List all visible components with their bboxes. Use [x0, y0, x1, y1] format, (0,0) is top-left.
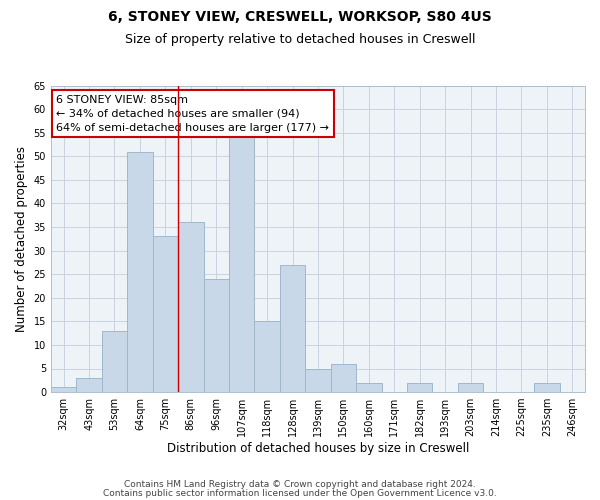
X-axis label: Distribution of detached houses by size in Creswell: Distribution of detached houses by size …: [167, 442, 469, 455]
Bar: [254, 322, 280, 392]
Bar: [51, 388, 76, 392]
Bar: [534, 382, 560, 392]
Text: Contains HM Land Registry data © Crown copyright and database right 2024.: Contains HM Land Registry data © Crown c…: [124, 480, 476, 489]
Bar: [152, 236, 178, 392]
Text: Size of property relative to detached houses in Creswell: Size of property relative to detached ho…: [125, 32, 475, 46]
Bar: [331, 364, 356, 392]
Bar: [127, 152, 152, 392]
Text: 6, STONEY VIEW, CRESWELL, WORKSOP, S80 4US: 6, STONEY VIEW, CRESWELL, WORKSOP, S80 4…: [108, 10, 492, 24]
Text: Contains public sector information licensed under the Open Government Licence v3: Contains public sector information licen…: [103, 488, 497, 498]
Bar: [407, 382, 433, 392]
Bar: [356, 382, 382, 392]
Bar: [229, 138, 254, 392]
Bar: [76, 378, 102, 392]
Bar: [178, 222, 203, 392]
Text: 6 STONEY VIEW: 85sqm
← 34% of detached houses are smaller (94)
64% of semi-detac: 6 STONEY VIEW: 85sqm ← 34% of detached h…: [56, 94, 329, 132]
Bar: [458, 382, 483, 392]
Bar: [305, 368, 331, 392]
Bar: [280, 264, 305, 392]
Y-axis label: Number of detached properties: Number of detached properties: [15, 146, 28, 332]
Bar: [102, 331, 127, 392]
Bar: [203, 279, 229, 392]
